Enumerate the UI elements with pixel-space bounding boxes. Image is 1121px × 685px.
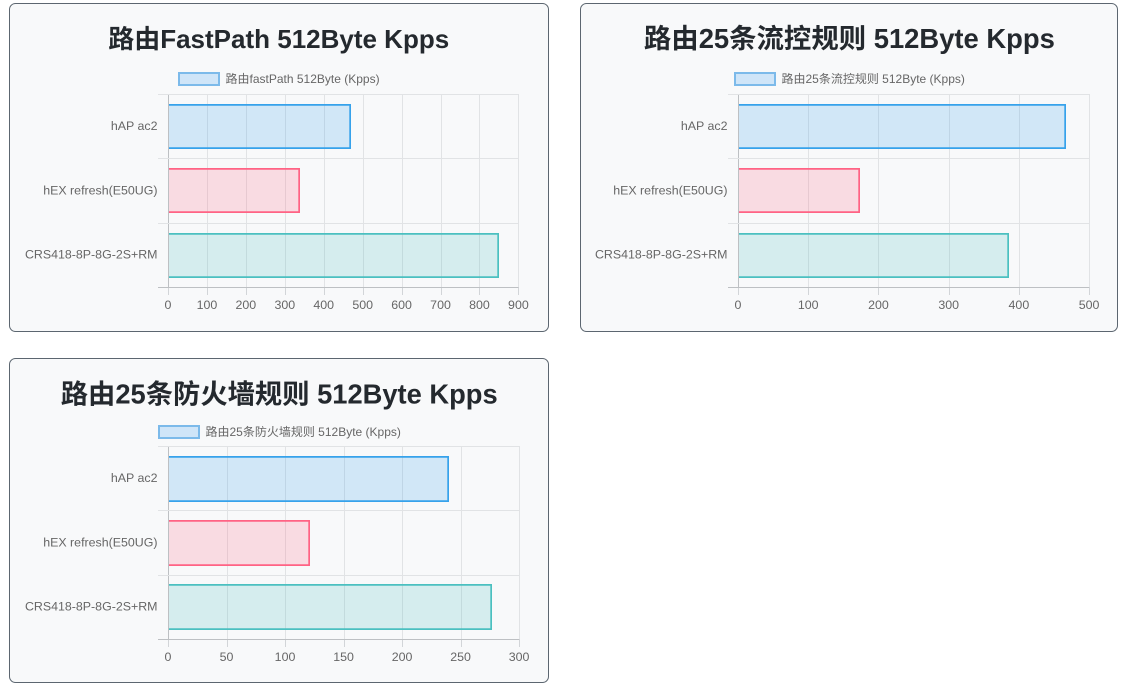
svg-text:250: 250	[450, 650, 471, 664]
svg-text:300: 300	[274, 298, 295, 312]
svg-text:0: 0	[165, 650, 172, 664]
svg-text:hEX refresh(E50UG): hEX refresh(E50UG)	[43, 183, 157, 197]
svg-text:300: 300	[938, 298, 959, 312]
svg-text:0: 0	[165, 298, 172, 312]
svg-text:hEX refresh(E50UG): hEX refresh(E50UG)	[43, 535, 157, 549]
svg-text:100: 100	[275, 650, 296, 664]
svg-text:500: 500	[1079, 298, 1100, 312]
svg-text:200: 200	[236, 298, 257, 312]
svg-text:100: 100	[798, 298, 819, 312]
svg-text:200: 200	[392, 650, 413, 664]
svg-text:hAP ac2: hAP ac2	[111, 471, 158, 485]
svg-text:路由FastPath 512Byte Kpps: 路由FastPath 512Byte Kpps	[108, 24, 449, 54]
svg-text:hEX refresh(E50UG): hEX refresh(E50UG)	[613, 183, 727, 197]
svg-text:200: 200	[868, 298, 889, 312]
svg-text:hAP ac2: hAP ac2	[111, 119, 158, 133]
svg-text:hAP ac2: hAP ac2	[681, 119, 728, 133]
svg-text:路由25条流控规则 512Byte (Kpps): 路由25条流控规则 512Byte (Kpps)	[782, 72, 965, 86]
svg-text:50: 50	[220, 650, 234, 664]
svg-text:600: 600	[391, 298, 412, 312]
svg-text:CRS418-8P-8G-2S+RM: CRS418-8P-8G-2S+RM	[595, 248, 728, 262]
svg-text:路由fastPath 512Byte (Kpps): 路由fastPath 512Byte (Kpps)	[226, 72, 380, 86]
svg-text:800: 800	[469, 298, 490, 312]
svg-text:150: 150	[333, 650, 354, 664]
svg-text:300: 300	[509, 650, 530, 664]
svg-text:400: 400	[313, 298, 334, 312]
svg-text:路由25条防火墙规则 512Byte Kpps: 路由25条防火墙规则 512Byte Kpps	[61, 379, 498, 410]
svg-text:CRS418-8P-8G-2S+RM: CRS418-8P-8G-2S+RM	[25, 248, 158, 262]
svg-text:100: 100	[197, 298, 218, 312]
svg-text:400: 400	[1009, 298, 1030, 312]
svg-text:0: 0	[735, 298, 742, 312]
svg-text:500: 500	[352, 298, 373, 312]
svg-text:路由25条流控规则 512Byte Kpps: 路由25条流控规则 512Byte Kpps	[644, 23, 1055, 54]
svg-text:900: 900	[508, 298, 529, 312]
svg-text:CRS418-8P-8G-2S+RM: CRS418-8P-8G-2S+RM	[25, 600, 158, 614]
svg-text:700: 700	[430, 298, 451, 312]
svg-text:路由25条防火墙规则 512Byte (Kpps): 路由25条防火墙规则 512Byte (Kpps)	[206, 425, 401, 439]
